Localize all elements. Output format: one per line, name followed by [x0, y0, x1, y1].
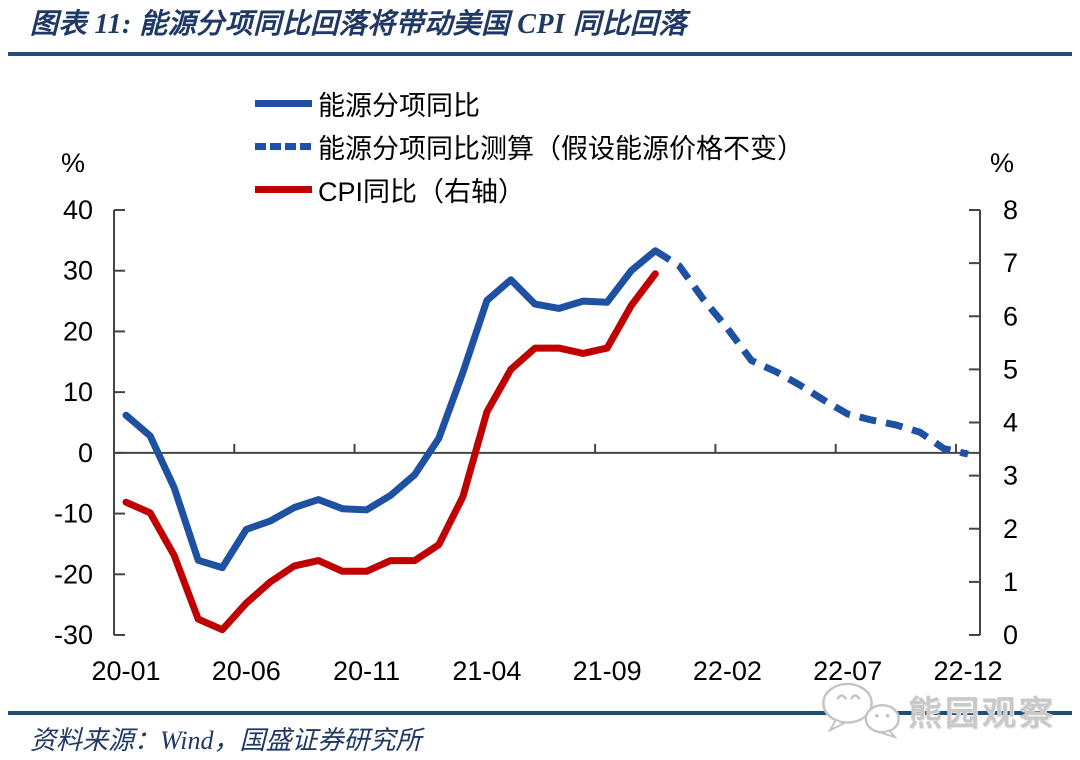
legend-label-cpi: CPI同比（右轴） — [318, 177, 526, 207]
wechat-chat-bubbles-icon — [822, 682, 900, 739]
legend-item-cpi: CPI同比（右轴） — [255, 168, 804, 211]
right-axis-tick-label: 5 — [1003, 354, 1018, 384]
legend-label-energy-forecast: 能源分项同比测算（假设能源价格不变） — [318, 134, 804, 164]
chart-area: 40 30 20 10 0 -10 -20 -30% 8 7 6 5 4 3 2 1 0% 20-01 20-06 2… — [0, 60, 1080, 710]
legend-swatch-solid-red-line — [255, 186, 312, 193]
left-axis-tick-label: 40 — [63, 195, 93, 225]
right-axis-tick-label: 2 — [1003, 514, 1018, 544]
source-note: 资料来源：Wind，国盛证券研究所 — [30, 726, 422, 755]
right-axis-tick-label: 3 — [1003, 461, 1018, 491]
legend-label-energy-actual: 能源分项同比 — [318, 91, 480, 121]
legend-swatch-dashed-blue-line — [255, 143, 312, 150]
left-axis-unit-label: % — [61, 148, 85, 178]
right-axis-tick-label: 4 — [1003, 408, 1018, 438]
x-axis-tick-label: 21-04 — [452, 656, 521, 686]
left-axis-tick-label: -30 — [54, 620, 93, 650]
right-axis-tick-label: 6 — [1003, 301, 1018, 331]
watermark-text: 熊园观察 — [908, 694, 1056, 733]
left-axis-tick-label: -10 — [54, 499, 93, 529]
series-line-1 — [653, 247, 969, 458]
right-axis-tick-label: 0 — [1003, 620, 1018, 650]
right-axis-tick-label: 1 — [1003, 567, 1018, 597]
legend-swatch-solid-blue-line — [255, 100, 312, 107]
right-axis-tick-label: 8 — [1003, 195, 1018, 225]
x-axis-tick-label: 22-02 — [693, 656, 762, 686]
x-axis-tick-label: 21-09 — [573, 656, 642, 686]
series-line-2 — [122, 270, 659, 634]
left-axis-tick-label: 20 — [63, 316, 93, 346]
series-line-0 — [122, 247, 659, 572]
right-axis-tick-label: 7 — [1003, 248, 1018, 278]
left-axis-tick-label: 30 — [63, 256, 93, 286]
bottom-divider — [8, 711, 1072, 715]
x-axis-tick-label: 20-01 — [91, 656, 160, 686]
x-axis-tick-label: 22-07 — [813, 656, 882, 686]
right-axis-unit-label: % — [990, 148, 1014, 178]
top-divider — [8, 52, 1072, 56]
legend-item-energy-actual: 能源分项同比 — [255, 82, 804, 125]
left-axis-tick-label: 10 — [63, 377, 93, 407]
x-axis-tick-label: 20-06 — [212, 656, 281, 686]
figure-title: 图表 11: 能源分项同比回落将带动美国 CPI 同比回落 — [30, 9, 687, 40]
x-axis-tick-label: 22-12 — [933, 656, 1002, 686]
legend-item-energy-forecast: 能源分项同比测算（假设能源价格不变） — [255, 125, 804, 168]
left-axis-tick-label: 0 — [78, 438, 93, 468]
chart-legend: 能源分项同比 能源分项同比测算（假设能源价格不变） CPI同比（右轴） — [255, 82, 804, 211]
left-axis-tick-label: -20 — [54, 559, 93, 589]
x-axis-tick-label: 20-11 — [333, 656, 400, 686]
watermark: 熊园观察 — [820, 681, 1056, 739]
